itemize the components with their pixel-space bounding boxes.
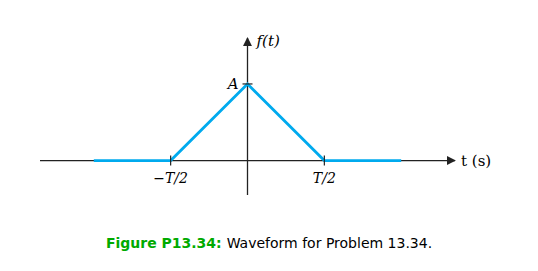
- y-tick-label: A: [226, 75, 239, 93]
- chart-svg: −T/2 T/2 Af(t) t (s) Figure P13.34: Waveform …: [0, 0, 538, 271]
- chart-container: −T/2 T/2 Af(t) t (s) Figure P13.34: Waveform …: [0, 0, 538, 271]
- caption-part: Figure P13.34:: [106, 235, 222, 251]
- y-tick: [243, 83, 253, 84]
- x-tick-label: −T/2: [153, 170, 188, 186]
- x-axis-label: t (s): [461, 152, 491, 170]
- y-axis: [247, 38, 248, 195]
- x-tick: [324, 156, 325, 166]
- x-tick-label: T/2: [313, 170, 336, 186]
- x-tick: [170, 156, 171, 166]
- y-axis-label: f(t): [256, 32, 280, 50]
- plot-area: [94, 84, 401, 161]
- caption-part: Waveform for Problem 13.34.: [227, 235, 432, 251]
- waveform-line: [94, 84, 401, 161]
- caption: Figure P13.34: Waveform for Problem 13.34…: [106, 235, 432, 251]
